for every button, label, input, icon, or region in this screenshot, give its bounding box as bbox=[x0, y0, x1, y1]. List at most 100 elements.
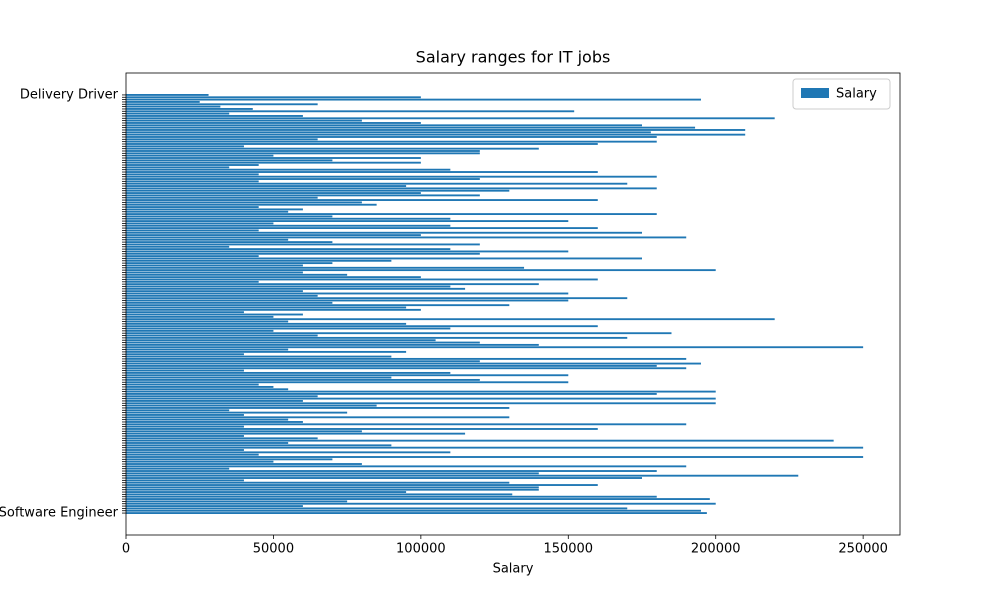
bar bbox=[126, 164, 259, 166]
bar bbox=[126, 264, 303, 267]
bar bbox=[126, 449, 244, 451]
bar bbox=[126, 133, 746, 136]
bar bbox=[126, 479, 244, 482]
bar bbox=[126, 357, 687, 360]
bar bbox=[126, 294, 318, 297]
bar bbox=[126, 220, 569, 223]
bar bbox=[126, 252, 480, 255]
bar bbox=[126, 192, 421, 194]
bar bbox=[126, 418, 289, 421]
bar bbox=[126, 315, 274, 318]
bar bbox=[126, 500, 348, 503]
bar bbox=[126, 276, 421, 279]
bar bbox=[126, 98, 701, 101]
bar bbox=[126, 287, 466, 290]
bar bbox=[126, 208, 303, 211]
bar bbox=[126, 484, 598, 486]
y-tick-label: Software Engineer bbox=[0, 506, 119, 521]
bar bbox=[126, 224, 451, 227]
bar bbox=[126, 409, 230, 412]
bar bbox=[126, 311, 244, 314]
bar bbox=[126, 339, 436, 342]
bar bbox=[126, 259, 392, 262]
bar bbox=[126, 145, 244, 148]
bar bbox=[126, 416, 510, 419]
bar bbox=[126, 402, 716, 405]
bar bbox=[126, 171, 598, 173]
bar bbox=[126, 362, 701, 365]
bar bbox=[126, 147, 539, 150]
bar bbox=[126, 250, 569, 253]
bar bbox=[126, 332, 672, 335]
bar bbox=[126, 161, 421, 164]
bar bbox=[126, 217, 451, 220]
x-tick-label: 150000 bbox=[543, 542, 593, 557]
bar bbox=[126, 400, 303, 402]
bar bbox=[126, 159, 333, 162]
bar bbox=[126, 467, 230, 470]
bar bbox=[126, 210, 289, 213]
bar bbox=[126, 229, 259, 232]
bar bbox=[126, 435, 244, 437]
bar bbox=[126, 290, 303, 293]
bar bbox=[126, 425, 244, 428]
bar bbox=[126, 488, 539, 491]
bar bbox=[126, 355, 392, 358]
bar bbox=[126, 423, 687, 426]
bar bbox=[126, 180, 259, 183]
bar bbox=[126, 234, 421, 237]
bar bbox=[126, 304, 510, 307]
bar bbox=[126, 378, 480, 381]
legend-box bbox=[792, 78, 891, 110]
bar bbox=[126, 152, 480, 155]
bar bbox=[126, 243, 480, 246]
bar bbox=[126, 404, 377, 407]
bar bbox=[126, 453, 259, 456]
bar bbox=[126, 112, 230, 115]
bar bbox=[126, 385, 274, 388]
bar bbox=[126, 507, 628, 510]
bar bbox=[126, 308, 421, 311]
bar bbox=[126, 292, 569, 295]
bar bbox=[126, 201, 362, 204]
bar bbox=[126, 154, 274, 157]
bar bbox=[126, 194, 480, 197]
bar bbox=[126, 371, 451, 374]
bar bbox=[126, 206, 259, 208]
bar bbox=[126, 110, 575, 113]
bar bbox=[126, 257, 642, 260]
bar bbox=[126, 369, 244, 372]
bar bbox=[126, 143, 598, 145]
bar bbox=[126, 213, 657, 216]
bar bbox=[126, 428, 598, 430]
bar bbox=[126, 189, 510, 192]
bar bbox=[126, 327, 451, 330]
bar bbox=[126, 283, 539, 286]
bar bbox=[126, 222, 274, 225]
bar bbox=[126, 178, 480, 180]
bar bbox=[126, 238, 289, 241]
x-axis-label: Salary bbox=[493, 562, 534, 577]
bar bbox=[126, 215, 333, 218]
bar bbox=[126, 502, 716, 505]
bar bbox=[126, 248, 451, 251]
bar bbox=[126, 306, 407, 309]
bar bbox=[126, 140, 657, 143]
bar bbox=[126, 318, 775, 321]
x-tick-label: 200000 bbox=[691, 542, 741, 557]
bar bbox=[126, 498, 710, 500]
bar bbox=[126, 430, 362, 433]
bar bbox=[126, 119, 362, 122]
bar bbox=[126, 329, 274, 332]
x-tick-label: 50000 bbox=[253, 542, 294, 557]
bar bbox=[126, 124, 642, 127]
bar bbox=[126, 463, 362, 465]
bar bbox=[126, 138, 318, 141]
bar bbox=[126, 322, 407, 325]
bar bbox=[126, 481, 510, 484]
bar bbox=[126, 336, 628, 339]
bar bbox=[126, 451, 451, 454]
bar bbox=[126, 346, 864, 349]
bar bbox=[126, 509, 701, 512]
